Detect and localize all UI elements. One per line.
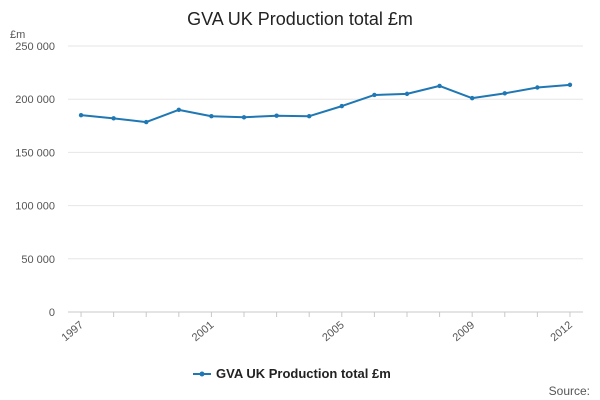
data-point[interactable]: [144, 119, 149, 125]
y-tick-label: 200 000: [15, 94, 55, 106]
y-axis-ticks: 0 50 000 100 000 150 000 200 000 250 000: [15, 41, 55, 319]
legend[interactable]: GVA UK Production total £m: [193, 366, 391, 381]
chart-title: GVA UK Production total £m: [187, 9, 413, 29]
grid: [68, 45, 583, 313]
y-unit-label: £m: [10, 29, 25, 41]
data-point[interactable]: [535, 85, 540, 90]
data-point[interactable]: [469, 95, 475, 101]
data-point[interactable]: [372, 92, 377, 98]
y-tick-label: 250 000: [15, 41, 55, 53]
y-tick-label: 150 000: [15, 147, 55, 159]
data-point[interactable]: [241, 115, 247, 120]
data-point[interactable]: [78, 112, 84, 118]
x-tick-label: 1997: [59, 319, 85, 344]
data-point[interactable]: [502, 91, 507, 96]
y-tick-label: 50 000: [21, 254, 55, 266]
x-tick-label: 2009: [451, 319, 477, 344]
x-tick-label: 2001: [190, 319, 216, 344]
series-line: [80, 83, 571, 124]
source-label: Source:: [549, 384, 590, 398]
x-tick-label: 2005: [320, 319, 346, 344]
series-layer: [78, 82, 573, 125]
data-point[interactable]: [111, 116, 116, 121]
x-tick-label: 2012: [548, 319, 574, 344]
data-point[interactable]: [437, 83, 442, 89]
y-tick-label: 100 000: [15, 201, 55, 213]
x-axis-ticks: 1997 2001 2005 2009 2012: [59, 312, 575, 344]
data-point[interactable]: [176, 107, 182, 113]
data-point[interactable]: [567, 82, 573, 88]
legend-marker-icon: [199, 371, 205, 377]
data-point[interactable]: [274, 113, 279, 118]
data-point[interactable]: [339, 103, 344, 109]
legend-label: GVA UK Production total £m: [216, 366, 391, 381]
data-point[interactable]: [307, 114, 312, 119]
data-point[interactable]: [404, 91, 410, 97]
y-tick-label: 0: [49, 307, 55, 319]
data-point[interactable]: [209, 114, 214, 119]
